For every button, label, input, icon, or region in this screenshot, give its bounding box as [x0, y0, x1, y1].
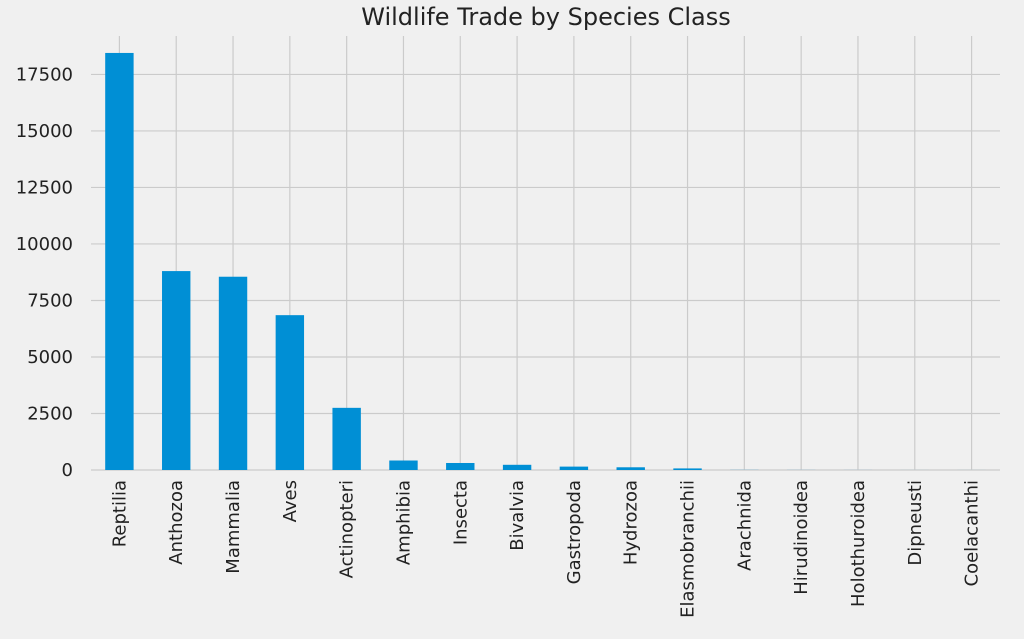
x-tick-label: Dipneusti	[905, 480, 926, 566]
x-tick-label: Hydrozoa	[621, 480, 642, 565]
bar-amphibia	[389, 460, 418, 470]
x-tick-label: Anthozoa	[166, 480, 187, 565]
bar-insecta	[446, 462, 475, 470]
x-tick-label: Elasmobranchii	[678, 480, 699, 618]
bar-reptilia	[105, 52, 134, 470]
bar-elasmobranchii	[673, 468, 702, 470]
x-tick-label: Holothuroidea	[848, 480, 869, 607]
bar-hydrozoa	[616, 467, 645, 470]
y-tick-label: 12500	[16, 177, 73, 198]
x-tick-labels: Reptilia Anthozoa Mammalia Aves Actinopteri A…	[109, 480, 982, 618]
x-tick-label: Hirudinoidea	[791, 480, 812, 595]
x-tick-label: Coelacanthi	[962, 480, 983, 587]
bar-gastropoda	[559, 466, 589, 470]
y-tick-label: 15000	[16, 121, 73, 142]
bar-actinopteri	[332, 407, 361, 470]
grid-lines	[91, 36, 1000, 471]
y-tick-label: 7500	[27, 290, 73, 311]
x-tick-label: Amphibia	[393, 480, 414, 565]
y-tick-label: 10000	[16, 234, 73, 255]
y-tick-label: 5000	[27, 347, 73, 368]
bar-bivalvia	[502, 464, 532, 470]
y-tick-label: 17500	[16, 64, 73, 85]
x-tick-label: Arachnida	[734, 480, 755, 571]
x-tick-label: Mammalia	[223, 480, 244, 574]
x-tick-label: Bivalvia	[507, 480, 528, 551]
x-tick-label: Gastropoda	[564, 480, 585, 584]
bar-anthozoa	[162, 271, 191, 470]
bar-mammalia	[218, 276, 248, 470]
chart-title: Wildlife Trade by Species Class	[361, 3, 731, 31]
y-tick-label: 0	[62, 460, 73, 481]
x-tick-label: Reptilia	[109, 480, 130, 547]
y-tick-labels: 0 2500 5000 7500 10000 12500 15000 17500	[16, 64, 73, 481]
bar-aves	[275, 315, 305, 470]
x-tick-label: Actinopteri	[337, 480, 358, 578]
x-tick-label: Insecta	[450, 480, 471, 545]
bars	[105, 52, 986, 470]
x-tick-label: Aves	[280, 480, 301, 522]
y-tick-label: 2500	[27, 403, 73, 424]
